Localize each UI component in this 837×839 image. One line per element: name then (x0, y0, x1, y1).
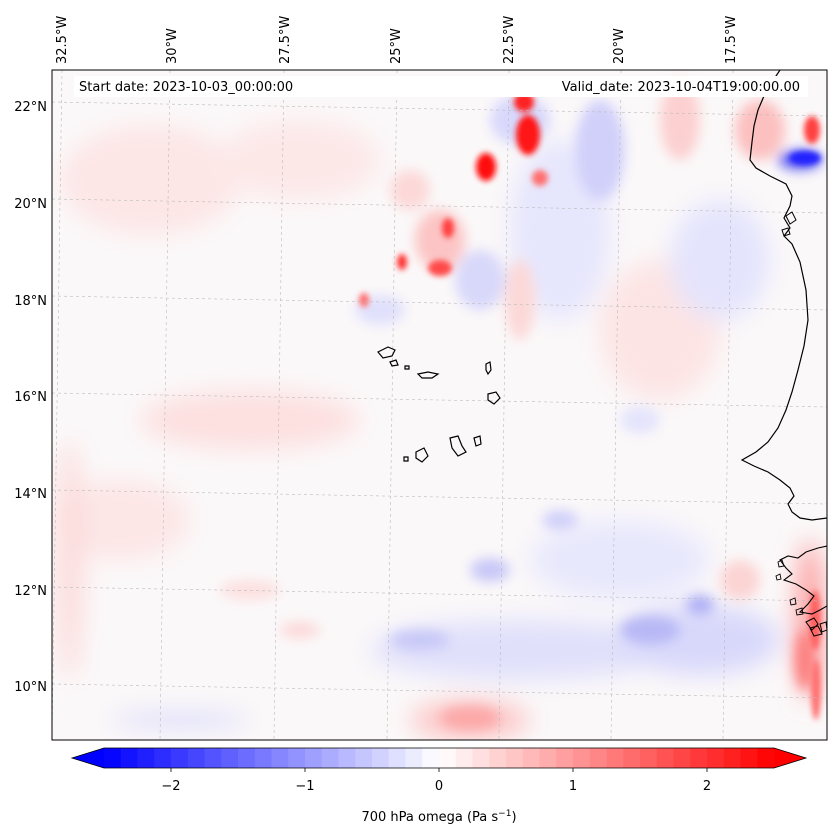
valid-date-label: Valid_date: 2023-10-04T19:00:00.00 (562, 80, 800, 95)
colorbar-level (573, 748, 591, 768)
lon-label: 32.5°W (55, 16, 70, 64)
colorbar-level (405, 748, 423, 768)
lat-label: 20°N (14, 197, 47, 212)
colorbar-level (204, 748, 222, 768)
colorbar-level (321, 748, 340, 768)
colorbar-level (120, 748, 139, 768)
start-date-label: Start date: 2023-10-03_00:00:00 (79, 80, 293, 95)
island-santo-antao (377, 346, 396, 359)
omega-field (52, 70, 827, 740)
coastline-bissau-islets (775, 559, 804, 616)
coastline-mauritania-bay (781, 211, 797, 237)
colorbar-level (388, 748, 407, 768)
colorbar-level (506, 748, 524, 768)
colorbar-level (187, 748, 206, 768)
coastline-islands-bissau (805, 617, 827, 637)
lat-label: 14°N (14, 487, 47, 502)
colorbar-level (489, 748, 507, 768)
island-santiago (449, 435, 467, 457)
colorbar-level (623, 748, 641, 768)
colorbar-tick-labels: −2 −1 0 1 2 (161, 779, 711, 794)
colorbar-level (104, 748, 122, 768)
colorbar-level (137, 748, 155, 768)
colorbar-title-sup: −1 (498, 809, 511, 819)
colorbar-level (589, 748, 608, 768)
island-sao-nicolau (416, 371, 440, 379)
colorbar-level (472, 748, 490, 768)
gridlines (52, 70, 827, 740)
lat-label: 22°N (14, 100, 47, 115)
colorbar-level (673, 748, 691, 768)
colorbar-level (254, 748, 273, 768)
coastline-guinea (779, 545, 827, 615)
lon-label: 22.5°W (502, 16, 517, 64)
colorbar-title-main: 700 hPa omega (Pa s (361, 810, 498, 825)
cb-tick-label: 1 (569, 779, 577, 794)
colorbar-ticks (170, 768, 708, 772)
colorbar-level (372, 748, 390, 768)
island-santa-luzia (404, 365, 410, 370)
colorbar-level (707, 748, 725, 768)
colorbar-title-close: ) (511, 810, 516, 825)
colorbar-level (422, 748, 440, 768)
colorbar-level (556, 748, 574, 768)
lon-label: 17.5°W (724, 16, 739, 64)
lon-label: 25°W (389, 28, 404, 64)
cb-tick-label: −1 (295, 779, 314, 794)
longitude-labels: 32.5°W 30°W 27.5°W 25°W 22.5°W 20°W 17.5… (55, 16, 739, 64)
field-medium-patches (220, 80, 822, 730)
colorbar-outline (70, 747, 808, 769)
colorbar-level (640, 748, 658, 768)
coastline-africa (740, 70, 827, 521)
field-strong-cells (359, 92, 821, 720)
latitude-labels: 22°N 20°N 18°N 16°N 14°N 12°N 10°N (14, 100, 47, 695)
lat-label: 12°N (14, 584, 47, 599)
colorbar-level (606, 748, 624, 768)
colorbar-level (238, 748, 256, 768)
island-sao-vicente (389, 359, 399, 367)
colorbar-extend-low (72, 748, 104, 768)
colorbar-level (355, 748, 373, 768)
cape-verde-islands (377, 346, 501, 463)
colorbar-title: 700 hPa omega (Pa s−1) (361, 809, 516, 825)
colorbar-level (338, 748, 356, 768)
lat-label: 16°N (14, 390, 47, 405)
island-maio (473, 435, 482, 447)
island-boa-vista (487, 391, 501, 405)
colorbar-level (757, 748, 775, 768)
cb-tick-label: 2 (703, 779, 711, 794)
colorbar-level (271, 748, 289, 768)
colorbar-level (690, 748, 708, 768)
colorbar-levels (104, 748, 775, 768)
colorbar-level (439, 748, 457, 768)
colorbar-level (171, 748, 189, 768)
lon-label: 20°W (612, 28, 627, 64)
colorbar-level (539, 748, 557, 768)
colorbar-level (740, 748, 758, 768)
colorbar-level (455, 748, 474, 768)
island-brava (403, 456, 409, 462)
island-fogo (415, 447, 429, 463)
colorbar-level (154, 748, 172, 768)
colorbar-level (221, 748, 239, 768)
map-frame (51, 69, 828, 741)
lon-label: 30°W (165, 28, 180, 64)
colorbar: −2 −1 0 1 2 700 hPa omega (Pa s−1) (70, 747, 808, 825)
colorbar-level (656, 748, 675, 768)
colorbar-level (288, 748, 306, 768)
cb-tick-label: −2 (161, 779, 180, 794)
lat-label: 10°N (14, 680, 47, 695)
info-box (74, 76, 808, 97)
lon-label: 27.5°W (278, 16, 293, 64)
colorbar-level (305, 748, 323, 768)
colorbar-level (723, 748, 742, 768)
lat-label: 18°N (14, 294, 47, 309)
colorbar-extend-high (774, 748, 806, 768)
island-sal (485, 361, 492, 376)
colorbar-level (522, 748, 541, 768)
cb-tick-label: 0 (435, 779, 443, 794)
